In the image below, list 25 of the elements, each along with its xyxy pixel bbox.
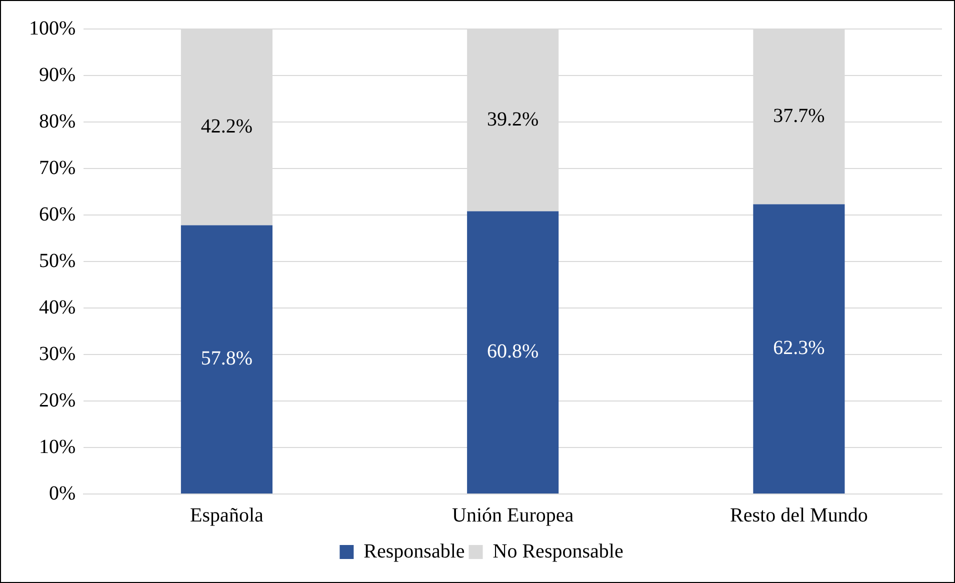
x-tick-label: Resto del Mundo — [730, 504, 868, 526]
data-label: 37.7% — [773, 104, 825, 127]
data-label: 42.2% — [200, 115, 253, 138]
x-tick-label: Española — [190, 504, 264, 526]
y-tick-label: 80% — [38, 110, 76, 132]
bar — [180, 225, 272, 494]
y-tick-label: 50% — [38, 250, 76, 272]
y-tick-label: 20% — [38, 389, 76, 412]
y-tick-label: 40% — [38, 296, 76, 318]
legend-label: No Responsable — [492, 540, 624, 562]
data-label: 60.8% — [486, 340, 539, 363]
legend-label: Responsable — [364, 540, 465, 562]
bar — [467, 211, 559, 494]
data-label: 57.8% — [200, 348, 253, 370]
data-label: 39.2% — [486, 108, 539, 130]
y-tick-label: 30% — [38, 342, 76, 365]
y-tick-label: 90% — [38, 64, 76, 86]
y-tick-label: 10% — [38, 436, 76, 458]
data-label: 62.3% — [773, 337, 825, 360]
y-tick-label: 0% — [48, 482, 76, 504]
y-tick-label: 60% — [38, 203, 76, 226]
bar — [753, 204, 845, 494]
y-tick-label: 70% — [38, 156, 76, 179]
y-tick-label: 100% — [28, 17, 76, 40]
x-tick-label: Unión Europea — [452, 504, 574, 526]
